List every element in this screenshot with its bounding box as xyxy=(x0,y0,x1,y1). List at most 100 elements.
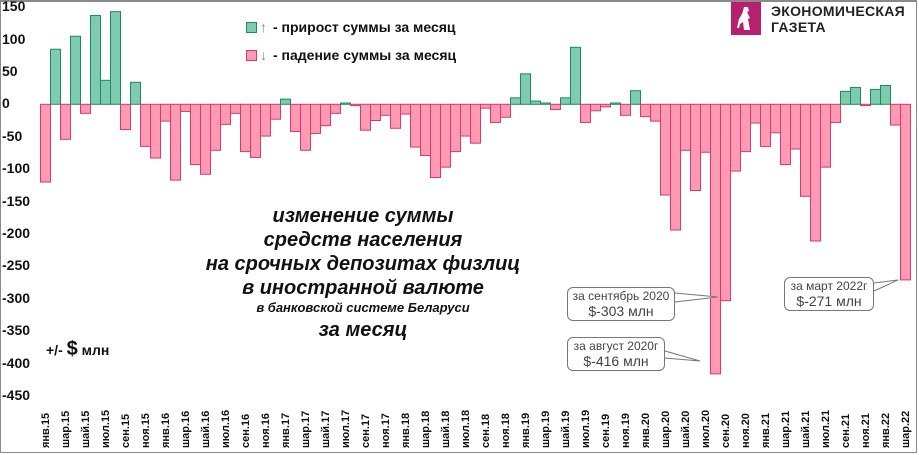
bar-окт.18 xyxy=(490,103,501,123)
bar-янв.21 xyxy=(760,103,771,147)
bar-июн.20 xyxy=(690,103,701,191)
bar-янв.15 xyxy=(40,103,51,183)
bar-авг.20 xyxy=(710,103,721,375)
bar-фев.19 xyxy=(530,100,541,105)
y-tick-label: 0 xyxy=(2,95,10,112)
bar-янв.16 xyxy=(160,103,171,122)
x-tick-label: янв.16 xyxy=(159,412,172,448)
bar-сен.17 xyxy=(360,103,371,131)
bar-фев.17 xyxy=(290,103,301,133)
bar-янв.18 xyxy=(400,103,411,115)
bar-авг.18 xyxy=(470,103,481,144)
bar-апр.17 xyxy=(310,103,321,134)
bar-дек.16 xyxy=(270,103,281,120)
bar-сен.15 xyxy=(120,103,131,131)
y-tick-label: -400 xyxy=(2,354,31,371)
x-tick-label: июл.16 xyxy=(219,409,232,448)
bar-дек.18 xyxy=(510,97,521,105)
x-tick-label: ноя.15 xyxy=(139,413,152,448)
bar-авг.15 xyxy=(110,11,121,105)
x-tick-label: шай.19 xyxy=(559,410,572,448)
chart-title: изменение суммы средств населения на сро… xyxy=(188,204,538,344)
x-tick-label: шар.17 xyxy=(299,410,312,448)
x-tick-label: шай.16 xyxy=(199,410,212,448)
bar-фев.18 xyxy=(410,103,421,148)
title-line1: изменение суммы xyxy=(272,205,454,227)
callout-aug2020: за август 2020г $-416 млн xyxy=(567,337,665,371)
bar-июл.15 xyxy=(100,79,111,105)
bar-мар.15 xyxy=(60,103,71,140)
x-tick-label: ноя.17 xyxy=(379,413,392,448)
bar-июн.19 xyxy=(570,46,581,105)
x-tick-label: ноя.18 xyxy=(499,413,512,448)
legend-label-down: - падение суммы за месяц xyxy=(273,47,457,63)
legend-swatch-down xyxy=(246,49,257,61)
bar-фев.15 xyxy=(50,48,61,105)
y-axis-unit: +/- $ млн xyxy=(46,338,109,361)
bar-авг.17 xyxy=(350,103,361,107)
bar-фев.21 xyxy=(770,103,781,134)
bar-май.20 xyxy=(680,103,691,151)
bar-ноя.18 xyxy=(500,103,511,118)
x-tick-label: шай.21 xyxy=(799,410,812,448)
x-tick-label: шар.15 xyxy=(59,410,72,448)
x-tick-label: ноя.19 xyxy=(619,413,632,448)
x-tick-label: ноя.16 xyxy=(259,413,272,448)
bar-мар.22 xyxy=(900,103,911,281)
bar-июл.17 xyxy=(340,102,351,105)
bar-июн.18 xyxy=(450,103,461,153)
x-tick-label: шай.17 xyxy=(319,410,332,448)
bar-окт.19 xyxy=(610,102,621,105)
bar-апр.15 xyxy=(70,35,81,105)
bar-янв.19 xyxy=(520,73,531,105)
bar-авг.16 xyxy=(230,103,241,114)
x-tick-label: янв.20 xyxy=(639,412,652,448)
bar-янв.17 xyxy=(280,98,291,105)
bar-окт.21 xyxy=(850,86,861,105)
x-tick-label: сен.20 xyxy=(719,413,732,448)
bar-ноя.20 xyxy=(740,103,751,153)
title-line3: на срочных депозитах физлиц xyxy=(205,253,521,275)
bar-сен.16 xyxy=(240,103,251,153)
bar-ноя.17 xyxy=(380,103,391,116)
x-tick-label: сен.21 xyxy=(839,413,852,448)
bar-апр.19 xyxy=(550,103,561,110)
bar-май.19 xyxy=(560,97,571,105)
bar-май.15 xyxy=(80,103,91,114)
bar-май.16 xyxy=(200,103,211,175)
callout-mar2022-value: $-271 млн xyxy=(796,293,862,309)
x-tick-label: шай.20 xyxy=(679,410,692,448)
x-tick-label: янв.22 xyxy=(879,412,892,448)
callout-sep2020: за сентябрь 2020 $-303 млн xyxy=(567,287,675,321)
bar-фев.20 xyxy=(650,103,661,122)
title-line5: в банковской системе Беларуси xyxy=(256,300,470,315)
bar-апр.18 xyxy=(430,103,441,179)
bar-окт.15 xyxy=(130,81,141,105)
bar-окт.17 xyxy=(370,103,381,122)
bar-май.17 xyxy=(320,103,331,127)
arrow-up-icon: ↑ xyxy=(260,19,267,35)
x-tick-label: сен.19 xyxy=(599,413,612,448)
y-tick-label: -150 xyxy=(2,192,31,209)
y-tick-label: -200 xyxy=(2,224,31,241)
legend-label-up: - прирост суммы за месяц xyxy=(273,19,456,35)
y-tick-label: -250 xyxy=(2,257,31,274)
bar-апр.20 xyxy=(670,103,681,231)
x-tick-label: сен.18 xyxy=(479,413,492,448)
bar-апр.21 xyxy=(790,103,801,150)
x-tick-label: июл.20 xyxy=(699,409,712,448)
bar-июн.21 xyxy=(810,103,821,242)
arrow-down-icon: ↓ xyxy=(260,47,267,63)
x-tick-label: янв.21 xyxy=(759,412,772,448)
bar-мар.19 xyxy=(540,102,551,105)
bar-дек.17 xyxy=(390,103,401,129)
bar-ноя.21 xyxy=(860,103,871,107)
bar-май.18 xyxy=(440,103,451,168)
bar-окт.16 xyxy=(250,103,261,158)
x-tick-label: ноя.21 xyxy=(859,413,872,448)
callout-sep2020-value: $-303 млн xyxy=(588,303,654,319)
bar-май.21 xyxy=(800,103,811,197)
x-tick-label: шар.16 xyxy=(179,410,192,448)
